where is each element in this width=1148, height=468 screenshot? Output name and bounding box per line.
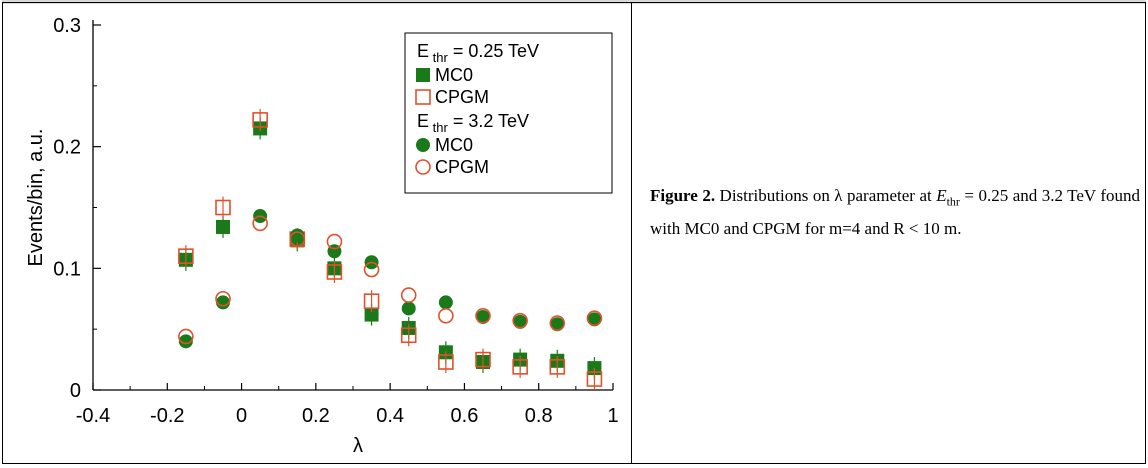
data-point-filled-circle [401,301,416,316]
data-point-open-square [326,264,343,280]
legend-marker-open-square [415,89,431,105]
legend-entry-label: CPGM [435,87,489,107]
x-tick-label: 0.2 [302,405,330,427]
legend-marker-filled-circle [416,138,430,152]
data-point-open-square [475,351,491,368]
panel-divider [631,2,632,464]
data-point-filled-circle [216,295,230,310]
data-point-filled-circle [290,228,305,243]
data-point-open-square [252,112,268,128]
data-point-filled-circle [476,310,490,324]
data-point-open-square [586,371,603,387]
data-point-open-circle [475,307,491,324]
data-point-open-square [438,354,454,370]
data-point-open-square [512,359,528,375]
y-tick-label: 0.2 [53,137,81,159]
caption-e-var: E [936,186,947,205]
data-point-open-circle [215,290,231,307]
legend-entry-label: CPGM [435,157,489,177]
data-point-open-circle [512,312,528,329]
x-axis-title: λ [353,435,363,457]
caption-e-sub: thr [946,194,960,209]
data-point-open-circle [178,328,194,345]
data-point-open-square [363,293,380,309]
data-point-open-circle [438,307,454,324]
scatter-chart: -0.4 -0.2 0 0.2 0.4 0.6 0.8 1 0 0.1 0.2 0.3 λ Events/… [25,15,619,457]
data-point-filled-circle [438,295,453,310]
x-tick-label: -0.4 [76,405,110,427]
data-point-open-circle [326,233,343,250]
y-tick-label: 0 [70,380,81,402]
y-axis-title: Events/bin, a.u. [25,129,47,267]
data-point-open-circle [363,261,380,278]
data-point-filled-circle [550,317,565,332]
caption-text-2: = 0.25 and 3.2 TeV found with MC0 and CP… [650,186,1140,239]
data-point-open-square [178,248,194,264]
legend-marker-open-circle [415,159,431,175]
data-point-open-circle [586,310,603,327]
data-point-open-circle [400,287,417,303]
data-point-filled-circle [587,312,602,327]
data-point-open-square [549,359,566,375]
figure-caption: Figure 2. Distributions on λ parameter a… [650,182,1140,242]
x-tick-label: 0.6 [451,405,479,427]
data-point-filled-circle [513,314,528,329]
legend-marker-filled-square [416,68,430,82]
legend-group-header: E thr = 3.2 TeV [417,111,529,135]
legend-entry-label: MC0 [435,135,473,155]
data-point-open-square [400,327,417,344]
legend-entry-label: MC0 [435,65,473,85]
data-point-filled-circle [178,334,193,349]
y-tick-label: 0.1 [53,258,81,280]
legend-box [404,32,613,194]
data-point-open-square [215,199,231,216]
data-point-filled-square [216,219,230,234]
x-tick-label: 1 [607,405,618,427]
chart-axes: -0.4 -0.2 0 0.2 0.4 0.6 0.8 1 0 0.1 0.2 0.3 λ Events/… [25,15,619,457]
x-tick-label: 0.4 [376,405,404,427]
data-point-filled-square [364,307,379,322]
y-tick-label: 0.3 [53,15,81,37]
x-tick-label: 0.8 [525,405,553,427]
data-point-open-circle [252,215,268,232]
x-tick-label: -0.2 [150,405,184,427]
x-tick-label: 0 [236,405,247,427]
data-point-open-circle [289,231,306,247]
caption-label: Figure 2. [650,186,716,205]
caption-text-1: Distributions on λ parameter at [715,186,937,205]
chart-marks [178,108,603,391]
data-point-open-circle [549,315,566,331]
legend-group-header: E thr = 0.25 TeV [417,41,539,65]
